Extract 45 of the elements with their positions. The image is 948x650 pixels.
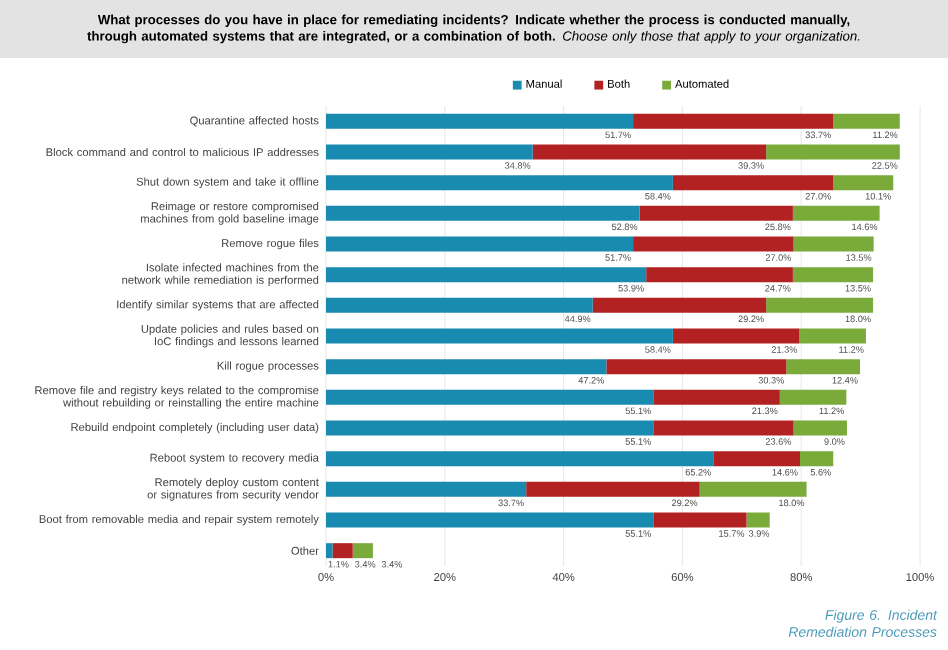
- bar: [639, 205, 793, 221]
- bar: [799, 328, 866, 344]
- bar: [326, 512, 654, 528]
- bar: [653, 512, 747, 528]
- bar: [766, 297, 874, 313]
- bar: [833, 113, 900, 129]
- bar: [326, 267, 647, 283]
- bar: [786, 359, 860, 375]
- bar: [800, 451, 834, 467]
- bar: [326, 359, 607, 375]
- bar: [793, 236, 874, 252]
- bar: [532, 144, 767, 160]
- bar: [606, 359, 787, 375]
- bar: [653, 420, 794, 436]
- bar: [672, 328, 800, 344]
- bar: [526, 481, 700, 497]
- bar: [352, 543, 373, 559]
- bar: [646, 267, 793, 283]
- bar: [326, 481, 527, 497]
- bar: [332, 543, 353, 559]
- bar: [793, 420, 847, 436]
- bar: [766, 144, 900, 160]
- bar: [326, 175, 673, 191]
- bar: [792, 205, 880, 221]
- bar: [326, 389, 654, 405]
- bar: [672, 175, 834, 191]
- bar: [792, 267, 874, 283]
- bar: [326, 205, 640, 221]
- bar: [326, 236, 634, 252]
- bar: [326, 420, 654, 436]
- bar: [326, 451, 714, 467]
- bar: [746, 512, 770, 528]
- bar: [326, 144, 533, 160]
- bar: [326, 328, 673, 344]
- bar: [633, 236, 794, 252]
- bar: [326, 113, 634, 129]
- bar: [653, 389, 780, 405]
- bar: [592, 297, 767, 313]
- bar: [699, 481, 807, 497]
- bar: [633, 113, 834, 129]
- bar: [833, 175, 894, 191]
- bar: [326, 543, 333, 559]
- bar: [326, 297, 593, 313]
- bar: [713, 451, 801, 467]
- bar: [779, 389, 847, 405]
